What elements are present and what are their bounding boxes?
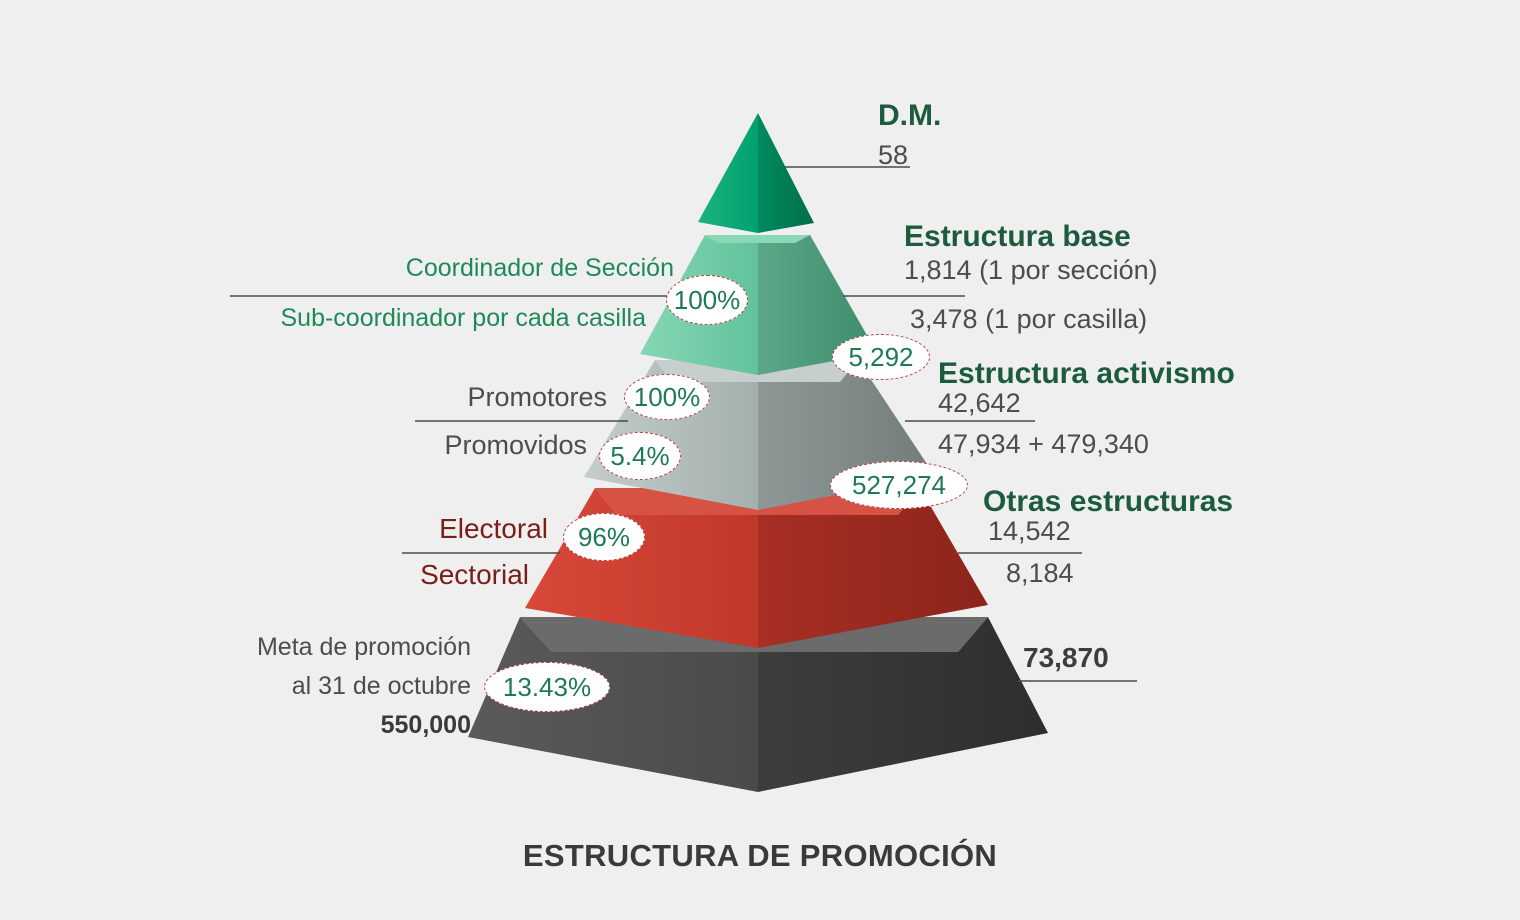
base-coverage-badge: 100% — [666, 275, 748, 325]
meta-goal-value: 550,000 — [380, 710, 471, 739]
activismo-total-badge: 527,274 — [830, 461, 968, 509]
tier-meta — [468, 617, 1048, 792]
base-value-casillas: 3,478 (1 por casilla) — [910, 304, 1148, 334]
leader-lines — [230, 166, 1137, 682]
promotores-label: Promotores — [467, 382, 607, 412]
diagram-title: ESTRUCTURA DE PROMOCIÓN — [522, 838, 998, 873]
otras-value-electoral: 14,542 — [988, 516, 1071, 546]
otras-coverage-badge: 96% — [563, 513, 645, 561]
meta-line-2: al 31 de octubre — [291, 671, 471, 700]
base-total-badge: 5,292 — [832, 334, 930, 380]
activismo-heading: Estructura activismo — [938, 357, 1235, 390]
meta-line-1: Meta de promoción — [256, 633, 471, 661]
otras-heading: Otras estructuras — [983, 485, 1234, 518]
coordinador-label: Coordinador de Sección — [405, 254, 674, 282]
promotores-coverage-badge: 100% — [624, 374, 710, 420]
activismo-value-promotores: 42,642 — [938, 388, 1021, 418]
electoral-label: Electoral — [439, 513, 548, 544]
promovidos-coverage-badge: 5.4% — [599, 432, 681, 480]
dm-heading: D.M. — [878, 99, 942, 132]
tier-dm — [698, 113, 814, 233]
base-value-sections: 1,814 (1 por sección) — [904, 255, 1158, 285]
subcoordinador-label: Sub-coordinador por cada casilla — [280, 304, 647, 332]
meta-goal: 550,000 — [257, 706, 471, 745]
dm-value: 58 — [878, 140, 909, 170]
otras-value-sectorial: 8,184 — [1006, 558, 1074, 588]
meta-achieved-value: 73,870 — [1023, 642, 1109, 673]
base-heading: Estructura base — [904, 220, 1131, 253]
promovidos-label: Promovidos — [444, 430, 587, 460]
sectorial-label: Sectorial — [420, 559, 529, 590]
meta-progress-badge: 13.43% — [484, 662, 610, 712]
meta-label: Meta de promoción al 31 de octubre 550,0… — [257, 628, 471, 744]
activismo-value-promovidos: 47,934 + 479,340 — [938, 429, 1149, 459]
